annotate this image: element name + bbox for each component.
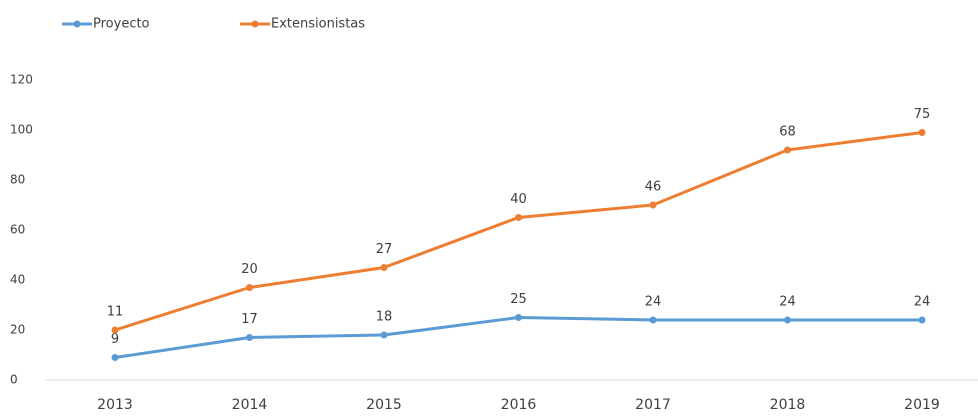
data-label: 68 xyxy=(779,125,796,140)
x-tick-label: 2014 xyxy=(232,397,268,413)
data-label: 25 xyxy=(510,292,527,307)
y-tick-label: 20 xyxy=(10,323,25,337)
legend-label: Extensionistas xyxy=(271,17,365,32)
y-tick-label: 60 xyxy=(10,223,25,237)
x-tick-label: 2016 xyxy=(501,397,537,413)
y-tick-label: 40 xyxy=(10,273,25,287)
data-label: 17 xyxy=(241,312,258,327)
x-tick-label: 2013 xyxy=(97,397,133,413)
y-tick-label: 100 xyxy=(10,123,33,137)
point xyxy=(111,354,119,361)
data-label: 20 xyxy=(241,262,258,277)
data-label: 27 xyxy=(376,242,393,257)
data-label: 75 xyxy=(914,107,931,122)
point xyxy=(649,201,657,209)
data-label: 24 xyxy=(914,295,931,310)
point xyxy=(246,334,253,341)
x-tick-label: 2017 xyxy=(635,397,671,413)
point xyxy=(515,214,522,221)
legend-marker xyxy=(251,20,259,28)
data-label: 40 xyxy=(510,192,527,207)
y-tick-label: 120 xyxy=(10,73,33,87)
point xyxy=(784,316,791,324)
x-tick-label: 2019 xyxy=(904,397,940,413)
point xyxy=(246,284,253,291)
data-label: 46 xyxy=(645,180,662,195)
x-tick-label: 2015 xyxy=(366,397,402,413)
data-label: 24 xyxy=(779,295,796,310)
point xyxy=(111,326,119,334)
point xyxy=(380,264,388,271)
point xyxy=(918,316,926,324)
legend-label: Proyecto xyxy=(93,17,150,32)
y-tick-label: 80 xyxy=(10,173,25,187)
legend-marker xyxy=(73,20,81,28)
point xyxy=(380,331,388,339)
x-tick-label: 2018 xyxy=(770,397,806,413)
data-label: 9 xyxy=(111,332,119,347)
data-label: 11 xyxy=(107,305,124,320)
point xyxy=(515,314,522,321)
point xyxy=(649,316,657,324)
y-tick-label: 0 xyxy=(10,373,18,387)
point xyxy=(918,129,926,136)
data-label: 24 xyxy=(645,295,662,310)
point xyxy=(784,146,791,154)
data-label: 18 xyxy=(376,310,393,325)
series-line xyxy=(114,316,922,359)
